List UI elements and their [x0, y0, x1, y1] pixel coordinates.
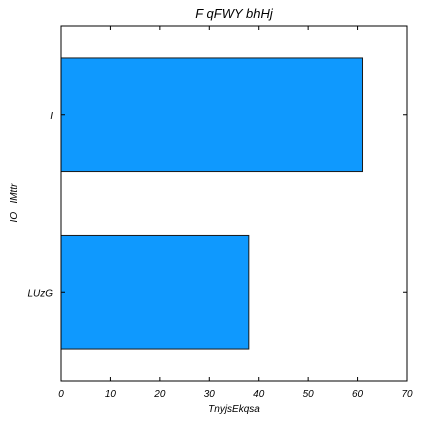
- x-tick-label: 0: [58, 389, 64, 400]
- x-axis-label: TnyjsEkqsa: [208, 404, 260, 415]
- y-axis-ticks: I LUzG: [27, 111, 407, 299]
- x-tick-label: 60: [352, 389, 364, 400]
- x-tick-label: 40: [253, 389, 265, 400]
- y-axis-label: IO IMttr: [9, 183, 20, 223]
- bar-LUzG: [60, 234, 250, 350]
- x-tick-label: 30: [204, 389, 216, 400]
- y-tick-label: I: [50, 111, 53, 122]
- y-tick-label: LUzG: [27, 288, 53, 299]
- bar-I: [60, 57, 364, 173]
- x-tick-label: 50: [303, 389, 315, 400]
- x-tick-label: 20: [153, 389, 166, 400]
- x-tick-label: 10: [105, 389, 117, 400]
- bars-group: [60, 57, 364, 350]
- plot-area-frame: [60, 25, 408, 382]
- chart-title: F qFWY bhHj: [195, 6, 274, 21]
- x-tick-label: 70: [401, 389, 413, 400]
- x-axis-ticks: 0 10 20 30 40 50 60 70: [58, 26, 413, 400]
